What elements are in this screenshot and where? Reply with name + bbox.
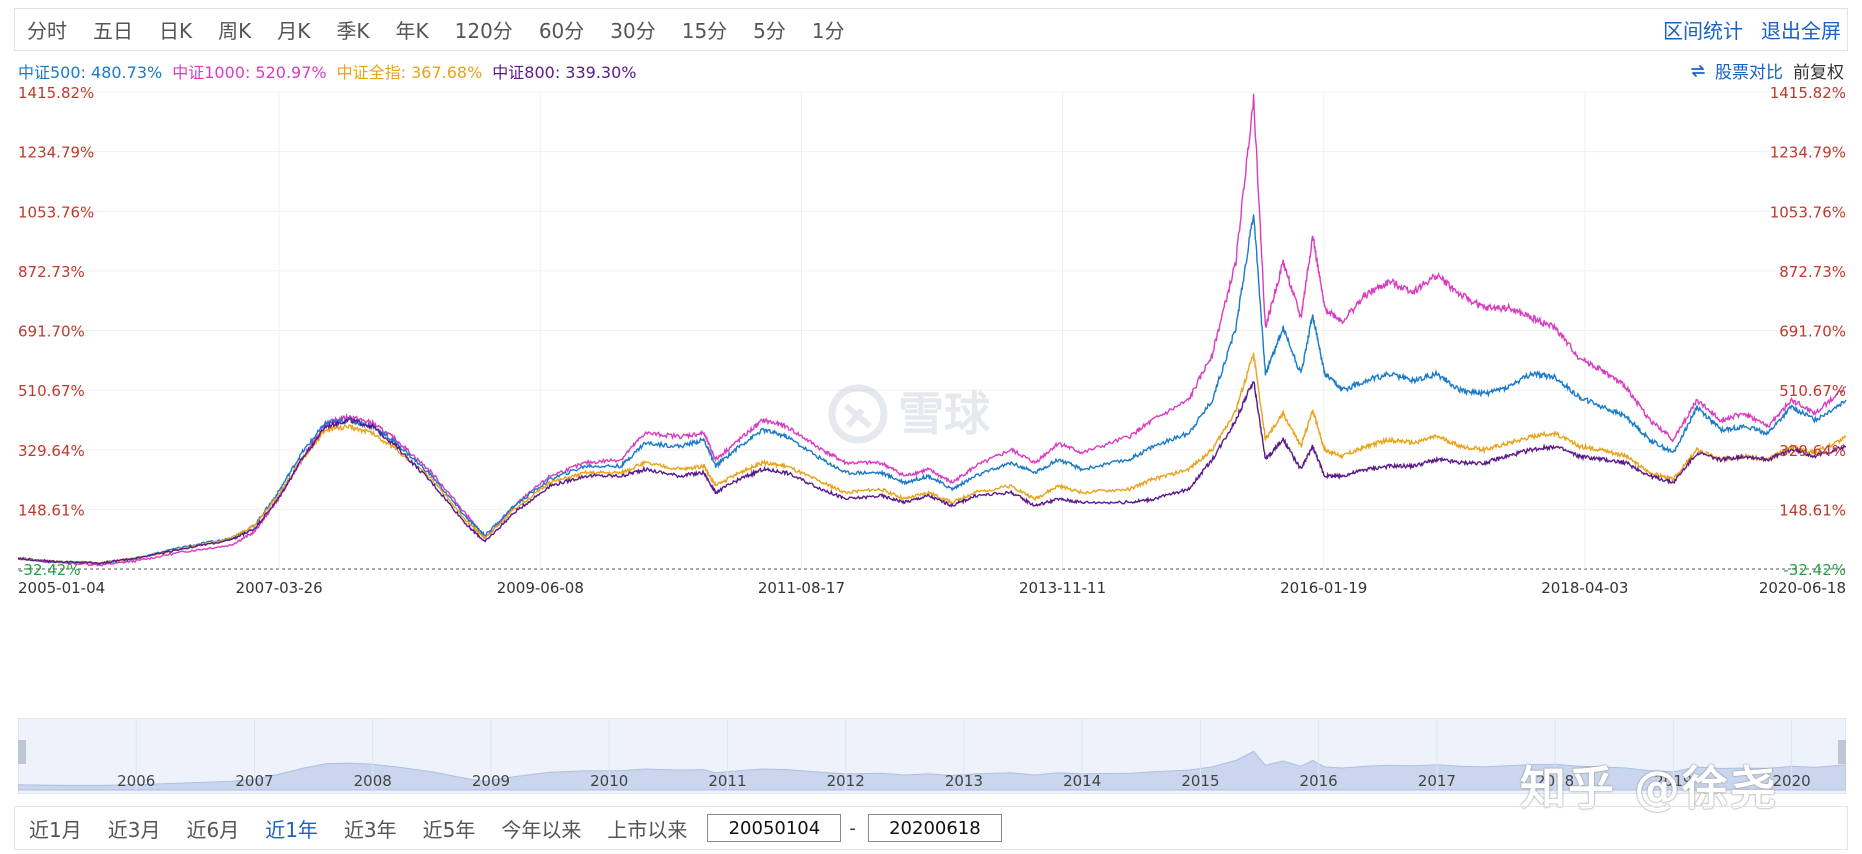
tab-period-monthly-k[interactable]: 月K <box>277 19 311 43</box>
tab-period-120min[interactable]: 120分 <box>454 19 513 43</box>
legend-item-csi500: 中证500: 480.73% <box>18 63 163 82</box>
snowball-logo-mark <box>844 403 872 429</box>
y-tick-label-left: 1415.82% <box>18 84 94 102</box>
x-tick-label: 2005-01-04 <box>18 579 105 597</box>
navigator-year-label: 2016 <box>1300 772 1338 790</box>
y-tick-label-right: 510.67% <box>1779 382 1846 400</box>
navigator-year-label: 2010 <box>590 772 628 790</box>
range-stats-link[interactable]: 区间统计 <box>1663 19 1743 43</box>
tab-period-1min[interactable]: 1分 <box>811 19 845 43</box>
navigator-handle-right[interactable] <box>1838 740 1846 764</box>
y-tick-label-left: 329.64% <box>18 442 85 460</box>
y-tick-label-right: 329.64% <box>1779 442 1846 460</box>
y-axis-left: 1415.82% 1234.79% 1053.76% 872.73% 691.70% 51… <box>18 84 94 579</box>
stock-compare-link[interactable]: 股票对比 <box>1715 63 1783 83</box>
range-bar: 近1月 近3月 近6月 近1年 近3年 近5年 今年以来 上市以来 - <box>14 806 1848 850</box>
y-tick-label-right: 872.73% <box>1779 263 1846 281</box>
main-chart[interactable]: 雪球 1415.82% 1234.79% 1053.76% 872.73% 691.70… <box>0 84 1862 714</box>
range-tab-since-listing[interactable]: 上市以来 <box>607 817 688 842</box>
x-tick-label: 2013-11-11 <box>1019 579 1106 597</box>
x-tick-label: 2007-03-26 <box>236 579 323 597</box>
x-tick-label: 2009-06-08 <box>497 579 584 597</box>
brand-watermark-text: 雪球 <box>898 387 991 441</box>
adjust-mode-label[interactable]: 前复权 <box>1793 63 1844 83</box>
navigator-year-label: 2018 <box>1536 772 1574 790</box>
end-date-input[interactable] <box>867 814 1002 842</box>
range-tab-ytd[interactable]: 今年以来 <box>501 817 582 842</box>
tab-period-5day[interactable]: 五日 <box>93 19 133 43</box>
navigator-year-label: 2017 <box>1418 772 1456 790</box>
y-tick-label-right: 691.70% <box>1779 323 1846 341</box>
tab-period-yearly-k[interactable]: 年K <box>395 19 429 43</box>
navigator-year-label: 2014 <box>1063 772 1101 790</box>
series-layer <box>17 93 1847 567</box>
x-axis: 2005-01-04 2007-03-26 2009-06-08 2011-08-17… <box>18 579 1846 597</box>
range-tab-5y[interactable]: 近5年 <box>422 817 476 842</box>
navigator-year-label: 2019 <box>1654 772 1692 790</box>
range-tab-1y[interactable]: 近1年 <box>265 817 318 842</box>
series-line-2 <box>17 352 1847 565</box>
y-tick-label-left: -32.42% <box>18 561 81 579</box>
brand-watermark: 雪球 <box>828 384 991 444</box>
series-line-3 <box>17 380 1847 565</box>
tab-period-daily-k[interactable]: 日K <box>159 19 193 43</box>
exit-fullscreen-link[interactable]: 退出全屏 <box>1761 19 1841 43</box>
date-separator: - <box>849 817 856 839</box>
tab-period-60min[interactable]: 60分 <box>538 19 585 43</box>
y-tick-label-right: 1415.82% <box>1770 84 1846 102</box>
x-tick-label: 2018-04-03 <box>1541 579 1628 597</box>
range-tab-3m[interactable]: 近3月 <box>107 817 161 842</box>
navigator-year-label: 2006 <box>117 772 155 790</box>
navigator-year-label: 2009 <box>472 772 510 790</box>
tab-period-30min[interactable]: 30分 <box>610 19 656 43</box>
y-tick-label-left: 1053.76% <box>18 203 94 221</box>
chart-tools: 股票对比 前复权 <box>1689 58 1844 83</box>
navigator-years: 2006 2007 2008 2009 2010 2011 2012 2013 2014 2015… <box>117 718 1811 794</box>
y-tick-label-left: 872.73% <box>18 263 85 281</box>
navigator-year-label: 2008 <box>354 772 392 790</box>
swap-icon[interactable] <box>1689 62 1707 80</box>
navigator-handle-left[interactable] <box>18 740 26 764</box>
y-tick-label-left: 691.70% <box>18 323 85 341</box>
legend-item-csi1000: 中证1000: 520.97% <box>172 63 327 82</box>
navigator-year-label: 2013 <box>945 772 983 790</box>
y-tick-label-left: 148.61% <box>18 501 85 519</box>
start-date-input[interactable] <box>707 814 842 842</box>
y-tick-label-left: 1234.79% <box>18 144 94 162</box>
range-tab-3y[interactable]: 近3年 <box>343 817 397 842</box>
series-line-0 <box>17 93 1847 567</box>
snowball-logo-icon <box>828 384 888 444</box>
navigator-year-label: 2015 <box>1181 772 1219 790</box>
legend: 中证500: 480.73% 中证1000: 520.97% 中证全指: 367… <box>18 60 647 82</box>
navigator-area <box>18 750 1846 791</box>
navigator-year-label: 2012 <box>827 772 865 790</box>
tab-period-15min[interactable]: 15分 <box>681 19 728 43</box>
y-axis-right: 1415.82% 1234.79% 1053.76% 872.73% 691.70% 51… <box>1770 84 1846 579</box>
y-tick-label-right: -32.42% <box>1783 561 1846 579</box>
top-actions: 区间统计 退出全屏 <box>1645 9 1841 50</box>
tab-period-intraday[interactable]: 分时 <box>27 19 67 43</box>
range-tab-6m[interactable]: 近6月 <box>186 817 240 842</box>
navigator-year-label: 2011 <box>708 772 746 790</box>
x-tick-label: 2016-01-19 <box>1280 579 1367 597</box>
y-tick-label-left: 510.67% <box>18 382 85 400</box>
x-tick-label: 2020-06-18 <box>1759 579 1846 597</box>
y-tick-label-right: 1234.79% <box>1770 144 1846 162</box>
y-tick-label-right: 1053.76% <box>1770 203 1846 221</box>
x-tick-label: 2011-08-17 <box>758 579 845 597</box>
tab-period-quarterly-k[interactable]: 季K <box>336 19 370 43</box>
navigator-area-path <box>18 750 1846 791</box>
period-toolbar: 分时 五日 日K 周K 月K 季K 年K 120分 60分 30分 15分 5分… <box>14 8 1848 51</box>
tab-period-weekly-k[interactable]: 周K <box>218 19 252 43</box>
range-tab-1m[interactable]: 近1月 <box>29 817 82 842</box>
legend-item-csi-all: 中证全指: 367.68% <box>336 63 483 82</box>
tab-period-5min[interactable]: 5分 <box>753 19 786 43</box>
y-tick-label-right: 148.61% <box>1779 501 1846 519</box>
navigator-year-label: 2007 <box>235 772 273 790</box>
legend-item-csi800: 中证800: 339.30% <box>492 63 637 82</box>
navigator-year-label: 2020 <box>1773 772 1811 790</box>
series-line-1 <box>17 214 1847 565</box>
range-navigator[interactable]: 2006 2007 2008 2009 2010 2011 2012 2013 2014 2015… <box>18 718 1846 794</box>
